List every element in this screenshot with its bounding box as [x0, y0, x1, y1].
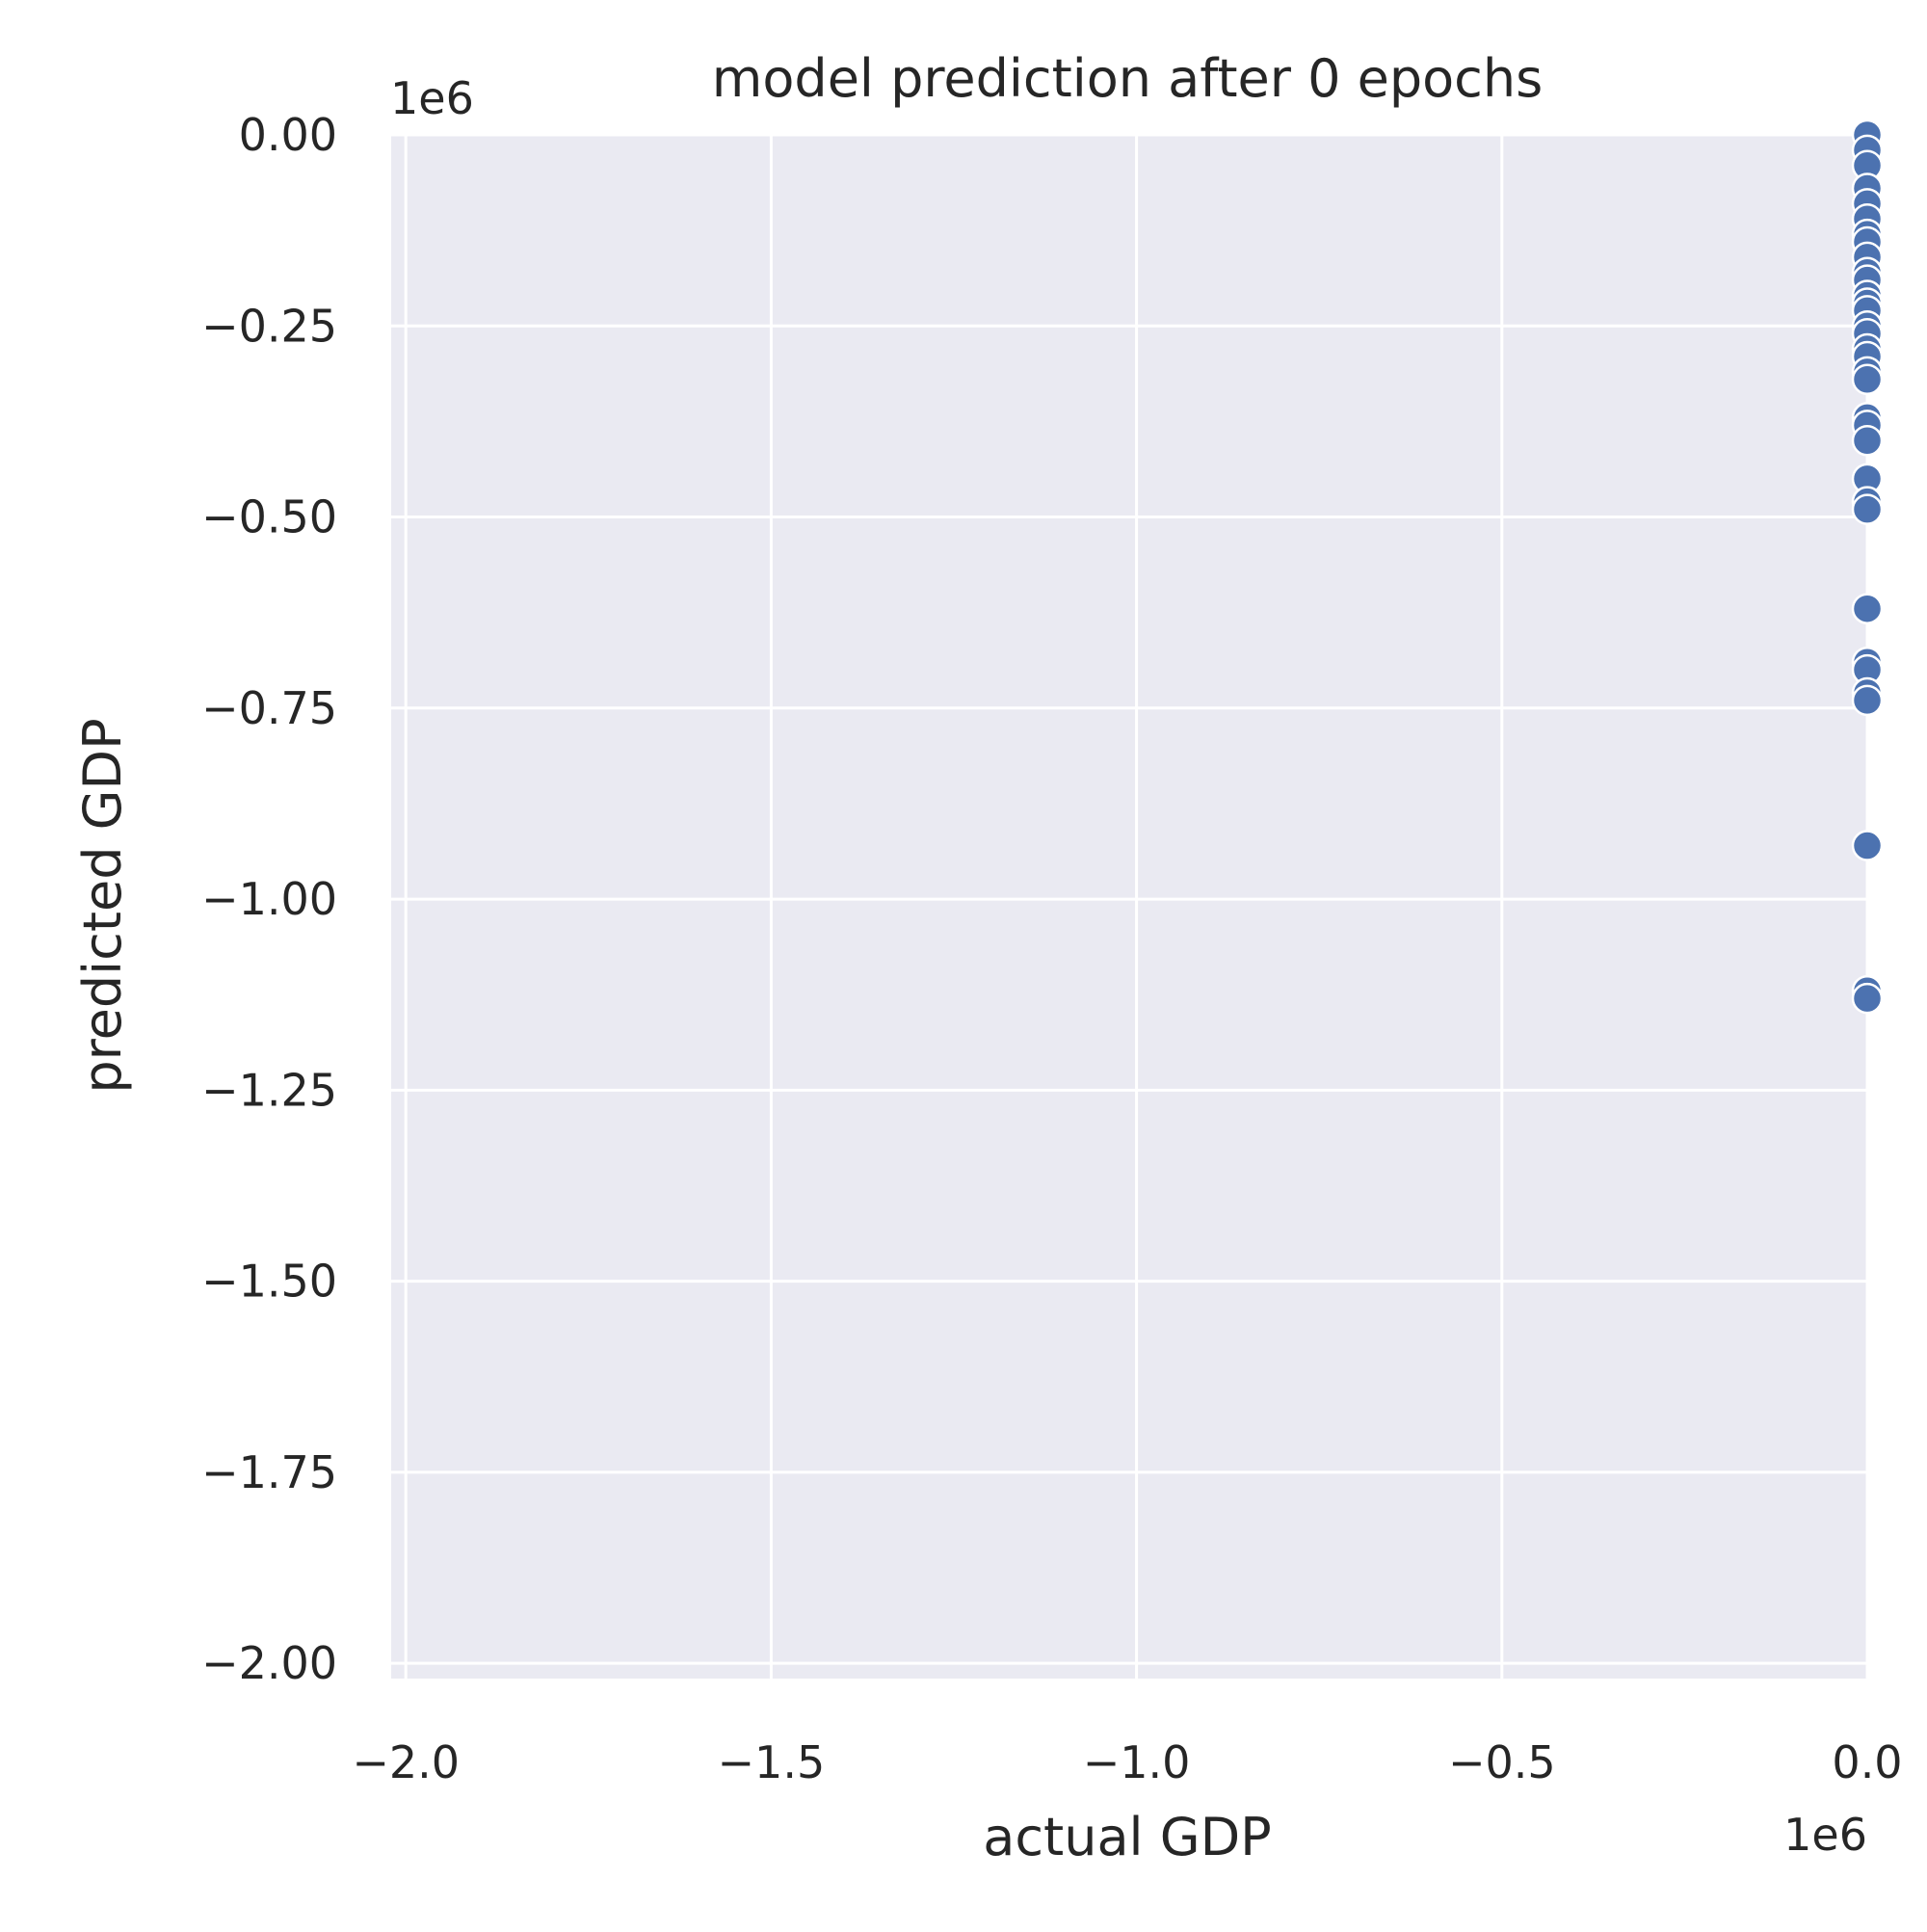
y-tick-label: −1.00	[201, 873, 337, 925]
y-tick-label: −0.50	[201, 491, 337, 543]
y-tick-label: −0.25	[201, 300, 337, 352]
data-point	[1851, 982, 1884, 1015]
x-tick-label: −1.5	[718, 1736, 826, 1788]
y-tick-label: −0.75	[201, 682, 337, 734]
chart-title: model prediction after 0 epochs	[712, 48, 1543, 109]
data-point	[1851, 593, 1884, 624]
y-tick-label: −1.50	[201, 1256, 337, 1308]
x-tick-label: −1.0	[1083, 1736, 1191, 1788]
plot-background	[391, 135, 1867, 1679]
x-tick-label: −2.0	[352, 1736, 460, 1788]
y-tick-label: −1.25	[201, 1064, 337, 1116]
x-axis-ticks: −2.0 −1.5 −1.0 −0.5 0.0	[352, 1736, 1902, 1788]
x-offset-label: 1e6	[1783, 1809, 1867, 1861]
x-tick-label: −0.5	[1448, 1736, 1556, 1788]
grid-lines	[391, 133, 1869, 1679]
y-tick-label: −2.00	[201, 1637, 337, 1689]
y-offset-label: 1e6	[390, 72, 474, 124]
data-point	[1851, 424, 1884, 457]
data-point	[1851, 493, 1884, 525]
y-tick-label: −1.75	[201, 1446, 337, 1498]
data-point	[1851, 363, 1884, 396]
x-tick-label: 0.0	[1832, 1736, 1902, 1788]
data-point	[1851, 684, 1884, 717]
data-point	[1851, 830, 1884, 861]
x-axis-label: actual GDP	[983, 1807, 1271, 1867]
y-tick-label: 0.00	[239, 109, 337, 161]
y-axis-label: predicted GDP	[72, 718, 133, 1093]
y-axis-ticks: 0.00 −0.25 −0.50 −0.75 −1.00 −1.25 −1.50 −1.75 −…	[201, 109, 337, 1689]
data-points	[1851, 119, 1884, 1015]
plot-area	[391, 135, 1867, 1679]
